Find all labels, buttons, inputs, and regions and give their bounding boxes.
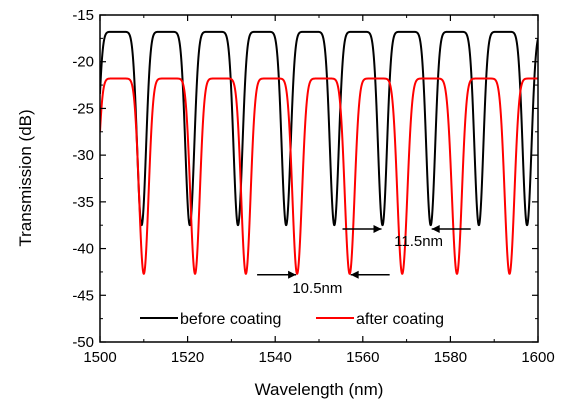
y-tick-label: -45 — [72, 287, 94, 304]
spacing-annotation-label: 10.5nm — [292, 280, 342, 297]
axis-ticks: 1500 1520 1540 1560 1580 1600 -15 -20 -25 -30 -35 -… — [72, 7, 554, 366]
series-before-coating-line — [100, 30, 538, 227]
spacing-arrow-right-head — [350, 270, 359, 279]
y-tick-label: -25 — [72, 100, 94, 117]
x-axis-title: Wavelength (nm) — [255, 380, 384, 399]
legend: before coating after coating — [140, 311, 444, 328]
spacing-arrow-left-head — [373, 225, 382, 234]
x-tick-label: 1540 — [259, 349, 292, 366]
x-tick-label: 1580 — [434, 349, 467, 366]
y-axis-title: Transmission (dB) — [16, 109, 35, 246]
spacing-annotation-label: 11.5nm — [394, 233, 443, 250]
x-tick-label: 1600 — [521, 349, 554, 366]
x-tick-label: 1520 — [171, 349, 204, 366]
plot-lines — [100, 30, 538, 275]
y-tick-label: -20 — [72, 54, 94, 71]
series-after-coating-line — [100, 77, 538, 275]
legend-label-after-coating: after coating — [356, 311, 444, 328]
y-tick-label: -30 — [72, 147, 94, 164]
spacing-arrow-right-head — [431, 225, 440, 234]
annotations: 11.5nm 10.5nm — [257, 225, 471, 297]
x-tick-label: 1500 — [83, 349, 116, 366]
y-tick-label: -15 — [72, 7, 94, 24]
y-tick-label: -35 — [72, 194, 94, 211]
legend-label-before-coating: before coating — [180, 311, 281, 328]
x-tick-label: 1560 — [346, 349, 379, 366]
y-tick-label: -50 — [72, 334, 94, 351]
y-tick-label: -40 — [72, 241, 94, 258]
spacing-arrow-left-head — [288, 270, 297, 279]
